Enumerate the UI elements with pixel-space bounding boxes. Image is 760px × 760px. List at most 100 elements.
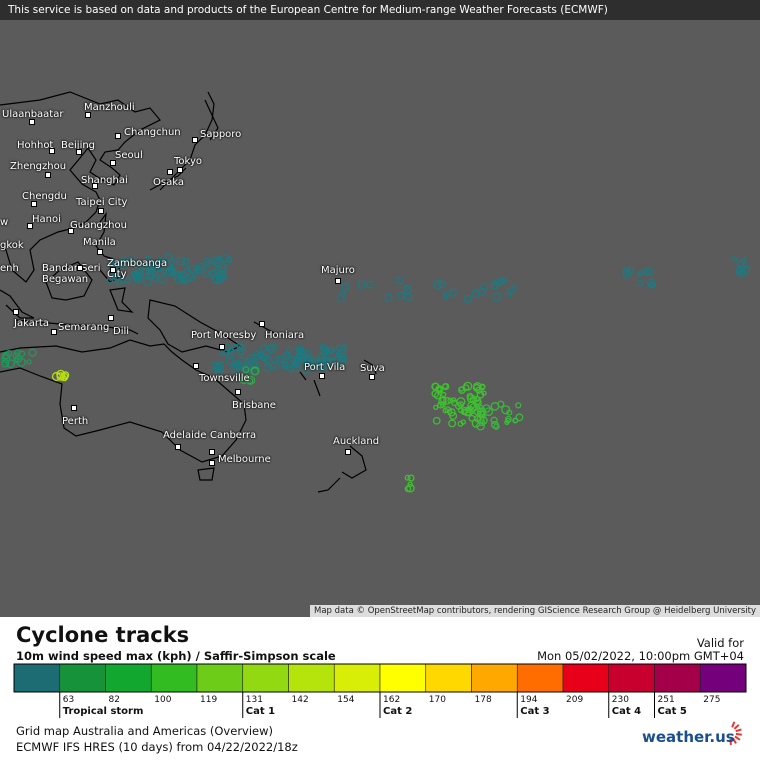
city-label: w <box>0 217 9 228</box>
city-dot <box>51 329 57 335</box>
logo-ray <box>732 737 737 744</box>
valid-time: Mon 05/02/2022, 10:00pm GMT+04 <box>537 649 744 663</box>
city-label: Zamboanga City <box>107 258 168 280</box>
scale-tick-label: 119 <box>200 695 217 705</box>
city-dot <box>77 265 83 271</box>
city-dot <box>193 363 199 369</box>
track-point <box>404 293 413 302</box>
track-point <box>218 263 227 272</box>
track-point <box>433 392 442 400</box>
track-point <box>442 383 450 391</box>
track-point <box>26 359 32 365</box>
track-point <box>512 284 518 290</box>
city-dot <box>219 344 225 350</box>
city-dot <box>108 315 114 321</box>
track-point <box>237 348 245 356</box>
track-point <box>202 270 210 278</box>
track-point <box>225 256 233 264</box>
track-point <box>496 280 503 287</box>
track-point <box>179 277 186 284</box>
track-point <box>133 272 143 282</box>
scale-swatch <box>150 663 198 693</box>
track-point <box>636 279 644 287</box>
track-point <box>213 268 220 275</box>
track-point <box>467 405 474 412</box>
city-label: Semarang <box>58 322 110 333</box>
city-dot <box>115 133 121 139</box>
city-label: Manzhouli <box>84 102 135 113</box>
scale-swatch <box>13 663 61 693</box>
scale-swatch <box>242 663 289 693</box>
scale-tick-label: 142 <box>292 695 309 705</box>
scale-tick-label: 63 <box>63 695 74 705</box>
scale-tick-label: 178 <box>475 695 492 705</box>
scale-tick-label: 100 <box>154 695 171 705</box>
track-point <box>176 256 186 266</box>
track-point <box>292 360 299 367</box>
track-point <box>142 277 153 287</box>
track-point <box>302 358 308 364</box>
track-point <box>216 272 226 281</box>
scale-swatch <box>699 663 747 693</box>
track-point <box>357 280 366 290</box>
city-dot <box>335 278 341 284</box>
track-point <box>456 397 466 407</box>
track-point <box>297 345 304 352</box>
track-point <box>216 365 224 374</box>
notice: This service is based on data and produc… <box>0 0 760 20</box>
city-label: Taipei City <box>76 197 128 208</box>
track-point <box>203 257 211 265</box>
track-point <box>341 344 348 350</box>
category-label: Cat 4 <box>612 706 641 717</box>
track-point <box>432 416 441 425</box>
track-point <box>145 271 154 281</box>
scale-tick-label: 154 <box>337 695 354 705</box>
track-point <box>111 258 118 265</box>
city-dot <box>13 309 19 315</box>
track-point <box>112 272 121 281</box>
track-point <box>235 362 243 370</box>
track-point <box>458 386 466 394</box>
track-point <box>211 256 220 265</box>
track-point <box>497 277 506 286</box>
track-point <box>476 421 486 431</box>
city-dot <box>209 460 215 466</box>
track-point <box>116 264 123 271</box>
city-label: Tokyo <box>174 156 202 167</box>
track-point <box>636 270 643 277</box>
logo-ray <box>733 724 740 730</box>
track-point <box>145 263 154 272</box>
map[interactable]: This service is based on data and produc… <box>0 0 760 617</box>
track-point <box>443 396 451 405</box>
city-label: gkok <box>0 240 24 251</box>
logo-ray <box>735 732 743 736</box>
track-point <box>326 358 335 367</box>
track-point <box>397 291 406 300</box>
city-label: Townsville <box>199 373 250 384</box>
track-point <box>304 359 313 369</box>
scale-swatch <box>425 663 472 693</box>
track-point <box>189 276 196 283</box>
track-point <box>268 360 277 369</box>
track-point <box>318 363 327 373</box>
legend: 63 82 100 119 131 142 154 162 170 178 194 209 230 251… <box>13 663 747 746</box>
city-label: Jakarta <box>14 318 49 329</box>
city-dot <box>31 201 37 207</box>
logo[interactable]: weather.us <box>642 728 735 746</box>
track-point <box>515 413 524 422</box>
track-point <box>177 270 187 280</box>
track-point <box>6 359 15 369</box>
track-point <box>247 377 254 385</box>
track-point <box>512 417 519 424</box>
track-point <box>157 273 167 284</box>
track-point <box>250 366 260 376</box>
scale-swatch <box>288 663 335 693</box>
track-point <box>471 418 481 428</box>
city-dot <box>209 449 215 455</box>
track-point <box>440 391 447 398</box>
city-label: Osaka <box>153 177 184 188</box>
scale-tick-label: 170 <box>429 695 446 705</box>
track-point <box>303 355 312 364</box>
track-point <box>28 348 37 357</box>
track-point <box>244 356 252 365</box>
